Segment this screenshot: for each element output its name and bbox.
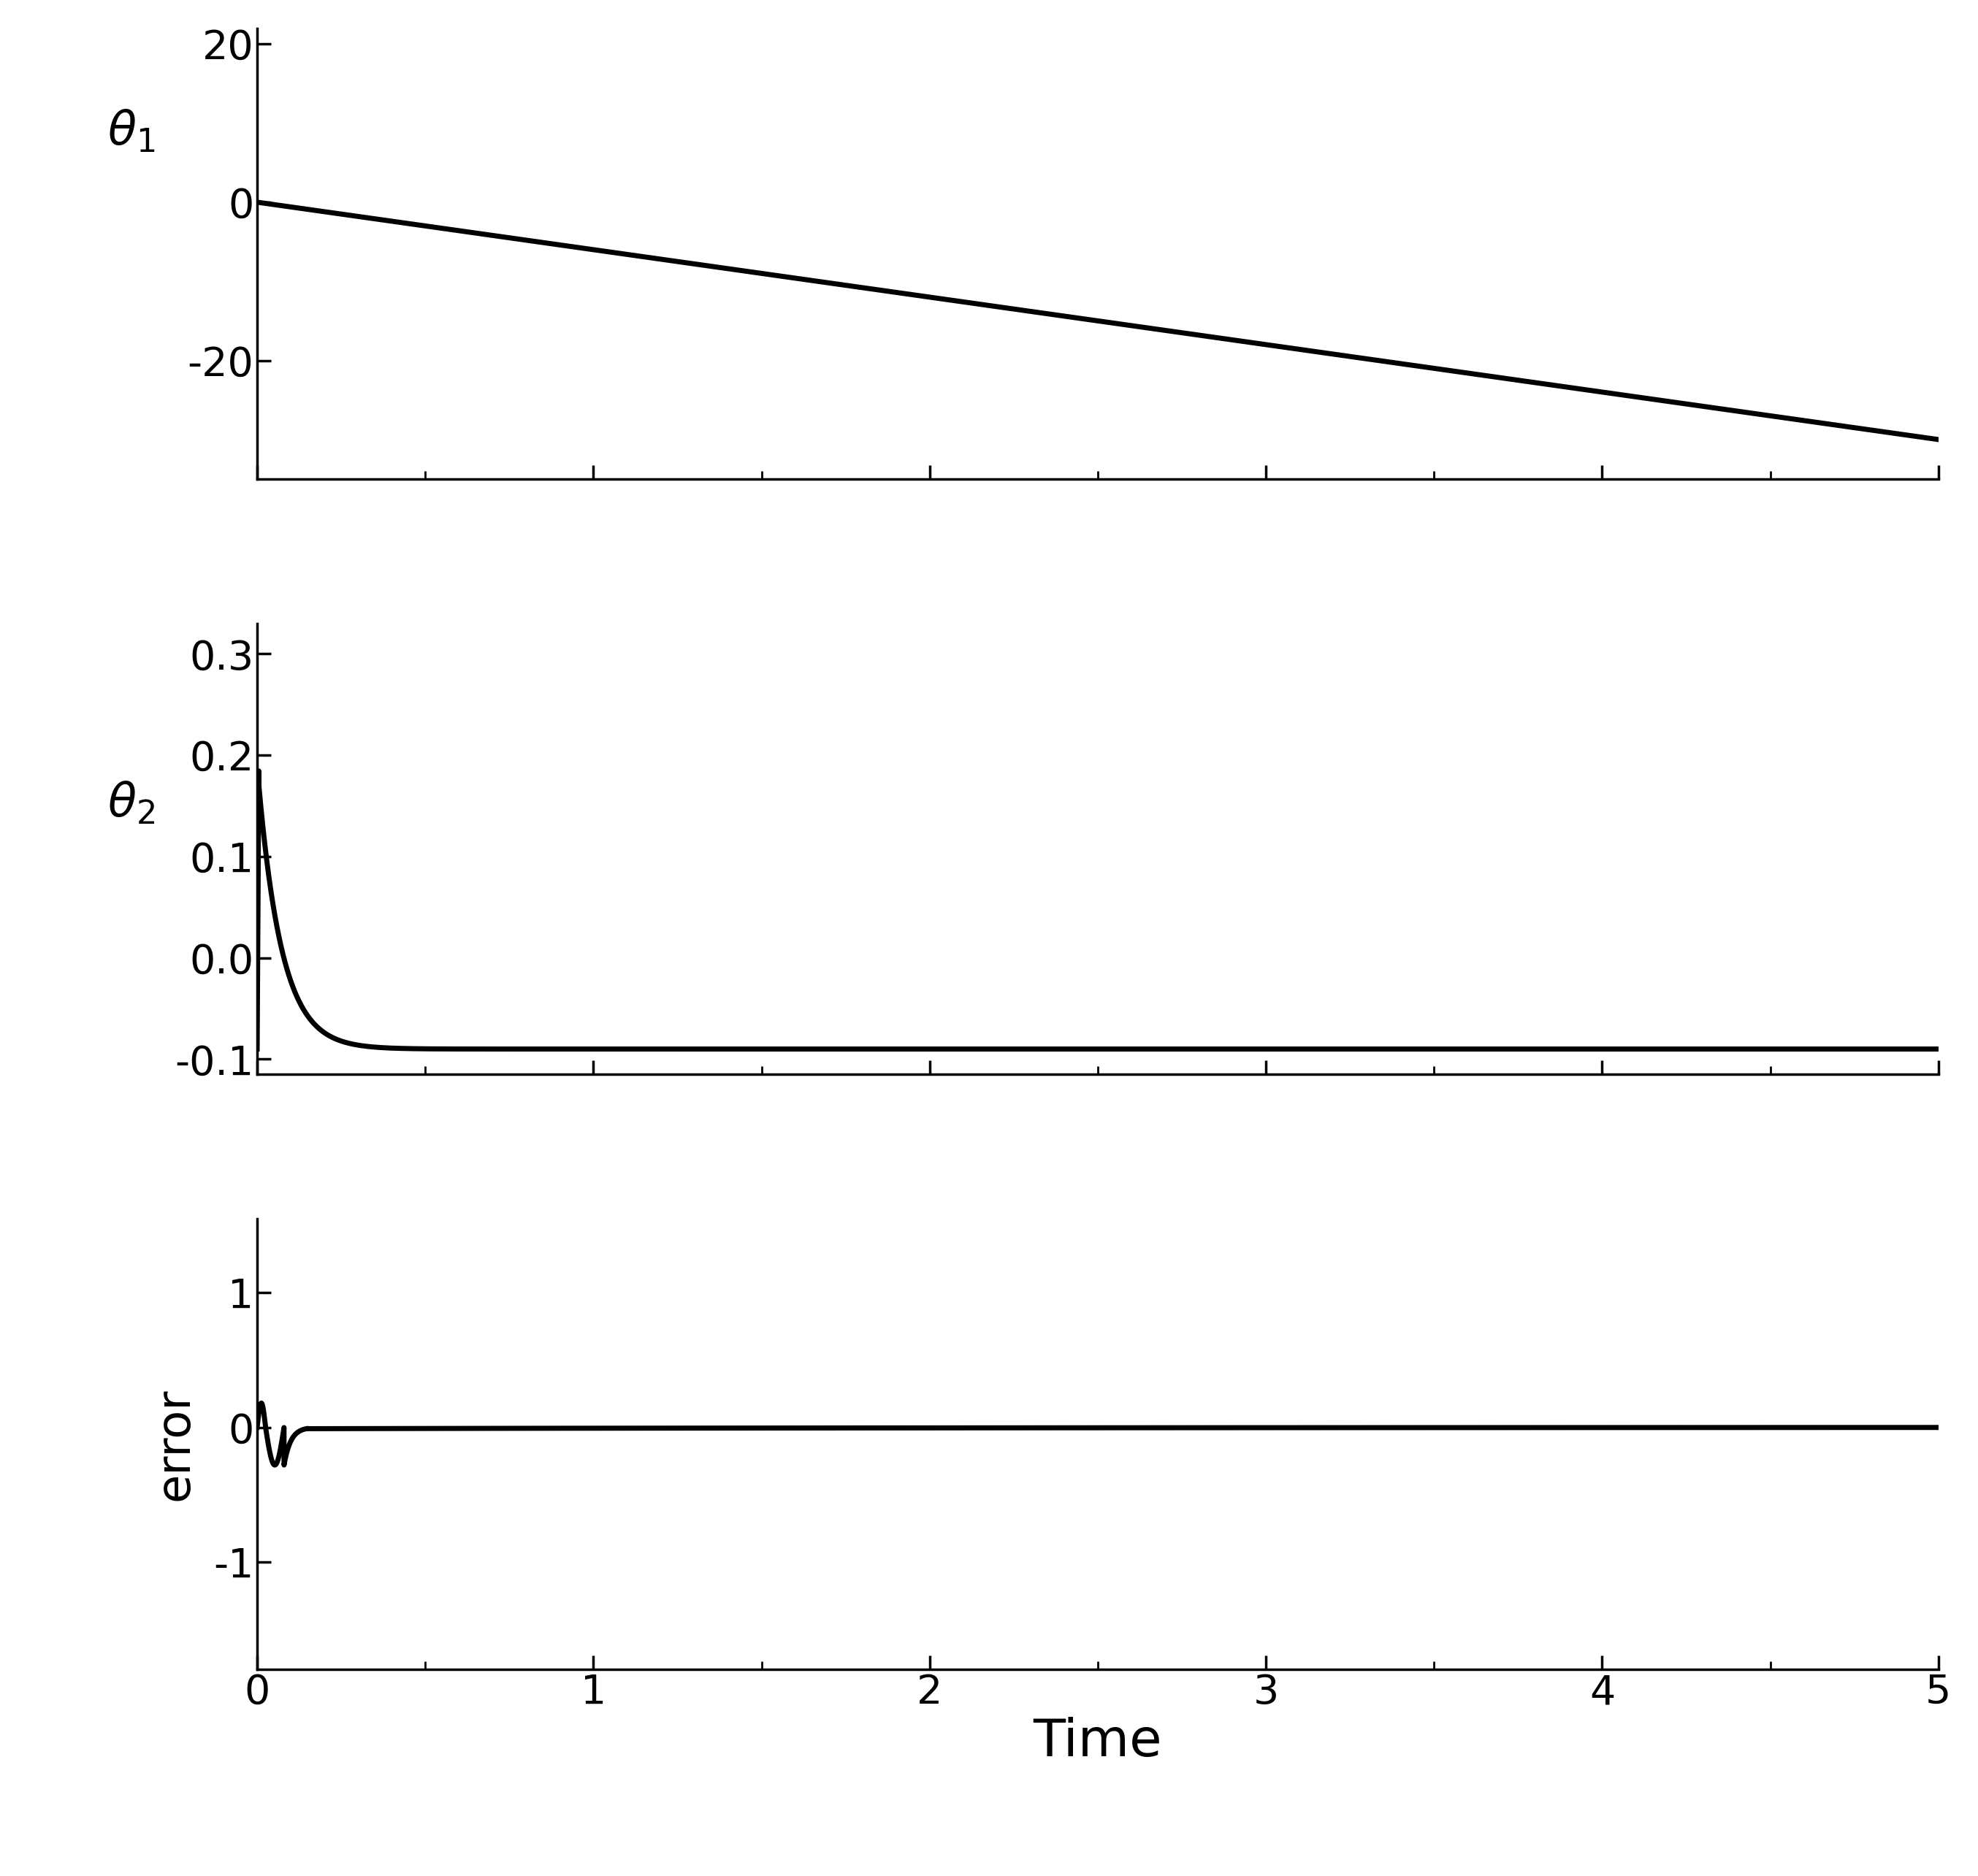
Y-axis label: error: error xyxy=(152,1388,198,1501)
Y-axis label: $\theta_2$: $\theta_2$ xyxy=(107,780,154,825)
X-axis label: Time: Time xyxy=(1033,1717,1163,1767)
Y-axis label: $\theta_1$: $\theta_1$ xyxy=(107,109,154,154)
